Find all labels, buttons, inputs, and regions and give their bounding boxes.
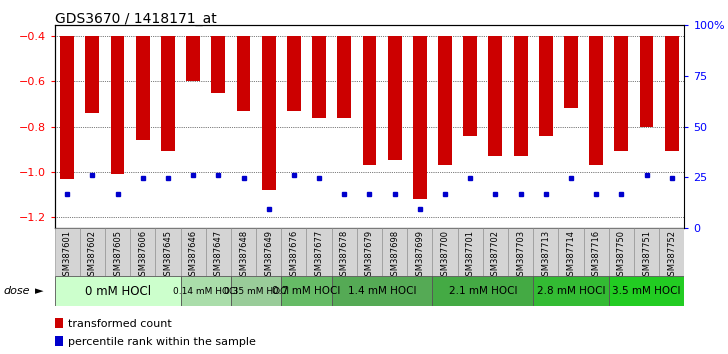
Text: GSM387676: GSM387676 bbox=[290, 230, 298, 281]
Bar bbox=[85, 36, 99, 113]
Bar bbox=[312, 36, 326, 118]
Text: 0.35 mM HOCl: 0.35 mM HOCl bbox=[223, 287, 288, 296]
Text: GDS3670 / 1418171_at: GDS3670 / 1418171_at bbox=[55, 12, 216, 27]
Text: GSM387698: GSM387698 bbox=[390, 230, 399, 281]
Text: 0 mM HOCl: 0 mM HOCl bbox=[84, 285, 151, 298]
Bar bbox=[306, 228, 332, 276]
Bar bbox=[80, 228, 105, 276]
Text: GSM387699: GSM387699 bbox=[416, 230, 424, 281]
Text: GSM387649: GSM387649 bbox=[264, 230, 273, 281]
Text: transformed count: transformed count bbox=[68, 319, 172, 329]
Text: GSM387702: GSM387702 bbox=[491, 230, 500, 281]
Bar bbox=[60, 36, 74, 178]
Bar bbox=[281, 276, 332, 306]
Bar bbox=[363, 36, 376, 165]
Bar bbox=[659, 228, 684, 276]
Text: GSM387605: GSM387605 bbox=[113, 230, 122, 281]
Bar bbox=[514, 36, 528, 156]
Bar bbox=[111, 36, 124, 174]
Bar bbox=[186, 36, 200, 81]
Bar bbox=[640, 36, 654, 127]
Text: 2.1 mM HOCl: 2.1 mM HOCl bbox=[448, 286, 517, 296]
Bar bbox=[136, 36, 150, 140]
Text: GSM387645: GSM387645 bbox=[164, 230, 173, 281]
Bar bbox=[407, 228, 432, 276]
Text: GSM387700: GSM387700 bbox=[440, 230, 449, 281]
Bar bbox=[287, 36, 301, 111]
Text: GSM387713: GSM387713 bbox=[542, 230, 550, 281]
Bar bbox=[337, 36, 351, 118]
Bar bbox=[211, 36, 225, 93]
Text: ►: ► bbox=[35, 286, 44, 296]
Text: GSM387752: GSM387752 bbox=[668, 230, 676, 281]
Bar bbox=[262, 36, 276, 190]
Bar bbox=[281, 228, 306, 276]
Text: GSM387601: GSM387601 bbox=[63, 230, 71, 281]
Text: 2.8 mM HOCl: 2.8 mM HOCl bbox=[537, 286, 605, 296]
Bar bbox=[458, 228, 483, 276]
Bar bbox=[589, 36, 603, 165]
Text: GSM387606: GSM387606 bbox=[138, 230, 147, 281]
Text: GSM387716: GSM387716 bbox=[592, 230, 601, 281]
Bar bbox=[105, 228, 130, 276]
Bar bbox=[432, 228, 458, 276]
Text: 0.7 mM HOCl: 0.7 mM HOCl bbox=[272, 286, 341, 296]
Bar bbox=[382, 228, 407, 276]
Bar bbox=[206, 228, 231, 276]
Bar bbox=[609, 276, 684, 306]
Bar bbox=[508, 228, 533, 276]
Bar bbox=[665, 36, 678, 152]
Bar bbox=[413, 36, 427, 199]
Bar bbox=[564, 36, 578, 108]
Bar bbox=[488, 36, 502, 156]
Bar bbox=[161, 36, 175, 152]
Bar bbox=[533, 276, 609, 306]
Text: GSM387751: GSM387751 bbox=[642, 230, 651, 281]
Bar bbox=[55, 276, 181, 306]
Bar bbox=[634, 228, 659, 276]
Text: GSM387677: GSM387677 bbox=[314, 230, 323, 281]
Bar bbox=[155, 228, 181, 276]
Bar bbox=[609, 228, 634, 276]
Text: GSM387648: GSM387648 bbox=[239, 230, 248, 281]
Bar bbox=[231, 228, 256, 276]
Text: GSM387714: GSM387714 bbox=[566, 230, 575, 281]
Bar bbox=[130, 228, 155, 276]
Bar bbox=[614, 36, 628, 152]
Text: GSM387602: GSM387602 bbox=[88, 230, 97, 281]
Text: 0.14 mM HOCl: 0.14 mM HOCl bbox=[173, 287, 238, 296]
Bar bbox=[463, 36, 477, 136]
Text: GSM387701: GSM387701 bbox=[466, 230, 475, 281]
Text: percentile rank within the sample: percentile rank within the sample bbox=[68, 337, 256, 347]
Bar bbox=[256, 228, 281, 276]
Bar bbox=[231, 276, 281, 306]
Bar bbox=[357, 228, 382, 276]
Text: GSM387647: GSM387647 bbox=[214, 230, 223, 281]
Bar bbox=[181, 228, 206, 276]
Text: GSM387750: GSM387750 bbox=[617, 230, 626, 281]
Bar bbox=[332, 276, 432, 306]
Text: GSM387646: GSM387646 bbox=[189, 230, 197, 281]
Bar bbox=[558, 228, 584, 276]
Bar bbox=[55, 228, 80, 276]
Bar bbox=[181, 276, 231, 306]
Text: GSM387678: GSM387678 bbox=[340, 230, 349, 281]
Bar bbox=[533, 228, 558, 276]
Bar bbox=[584, 228, 609, 276]
Bar bbox=[237, 36, 250, 111]
Bar bbox=[388, 36, 402, 160]
Bar bbox=[332, 228, 357, 276]
Bar bbox=[432, 276, 533, 306]
Bar bbox=[539, 36, 553, 136]
Text: 1.4 mM HOCl: 1.4 mM HOCl bbox=[348, 286, 416, 296]
Text: 3.5 mM HOCl: 3.5 mM HOCl bbox=[612, 286, 681, 296]
Text: GSM387703: GSM387703 bbox=[516, 230, 525, 281]
Bar bbox=[438, 36, 452, 165]
Bar bbox=[483, 228, 508, 276]
Text: dose: dose bbox=[4, 286, 30, 296]
Text: GSM387679: GSM387679 bbox=[365, 230, 374, 281]
